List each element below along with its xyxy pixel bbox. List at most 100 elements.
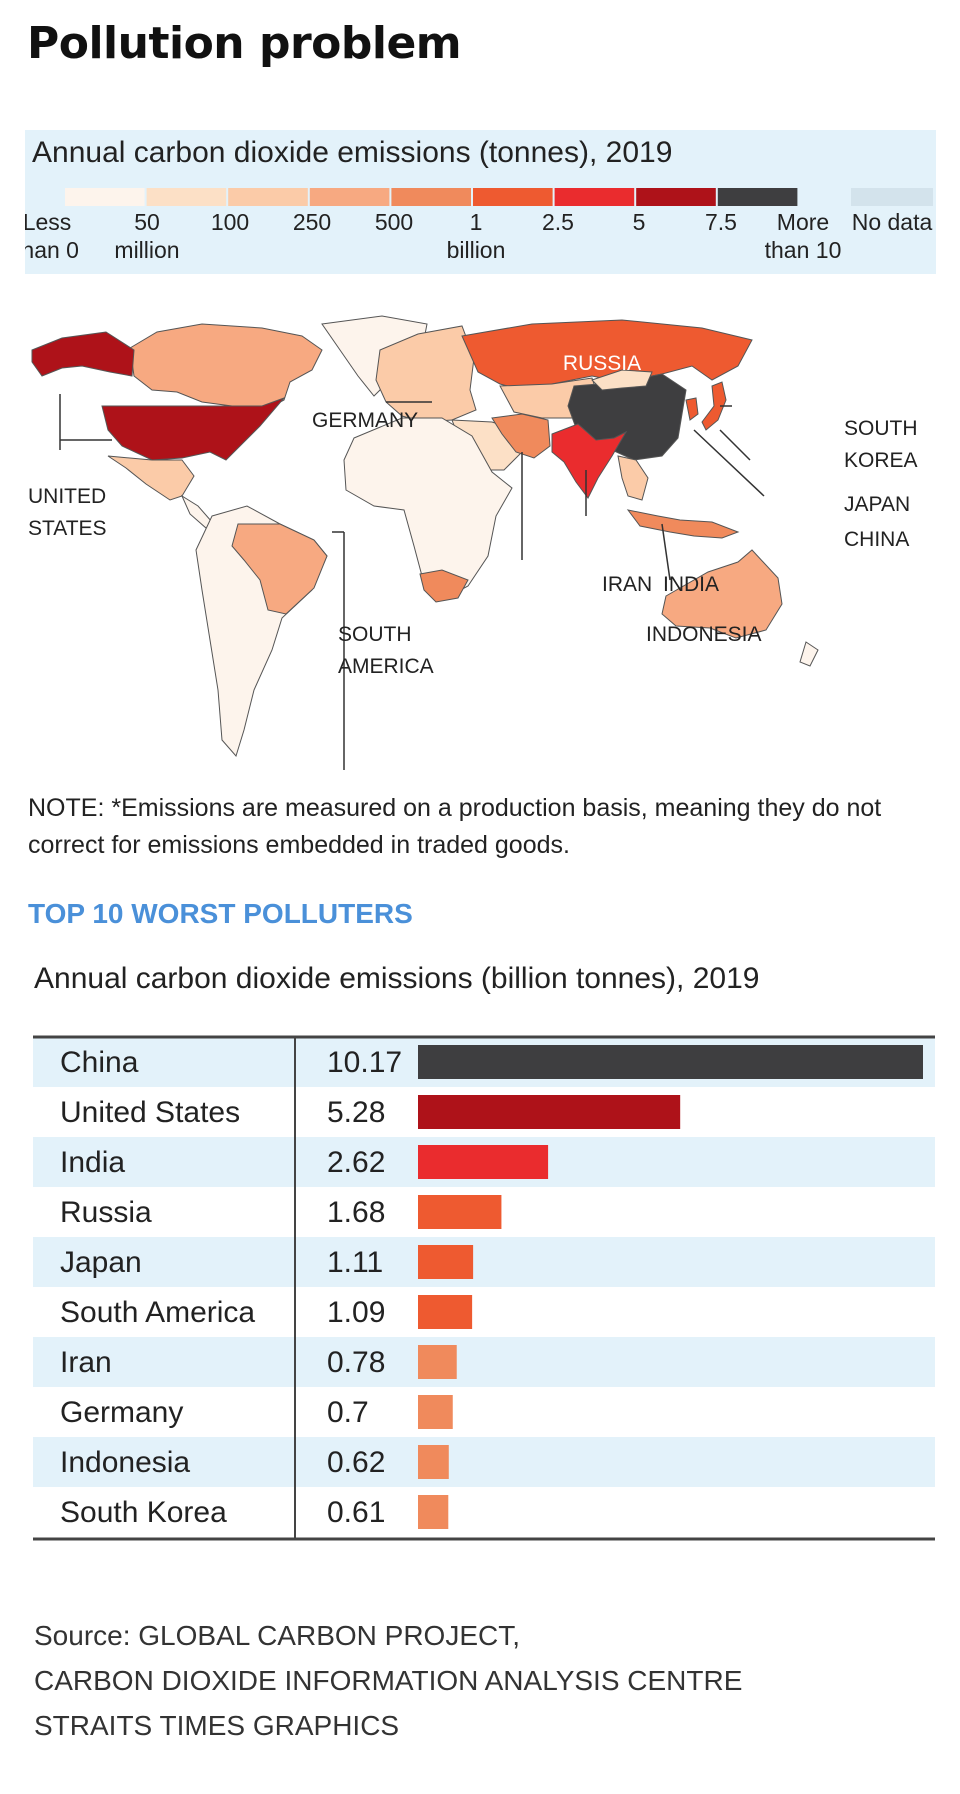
label-japan: JAPAN xyxy=(844,493,910,516)
bar xyxy=(418,1395,453,1429)
legend-swatch xyxy=(228,188,308,206)
map-note: NOTE: *Emissions are measured on a produ… xyxy=(28,794,882,859)
bar xyxy=(418,1345,457,1379)
source-line: STRAITS TIMES GRAPHICS xyxy=(34,1710,400,1741)
legend-label: 5 xyxy=(633,209,646,235)
source-line: Source: GLOBAL CARBON PROJECT, xyxy=(34,1620,520,1651)
legend-label: billion xyxy=(447,237,506,263)
bar-category-label: Russia xyxy=(60,1196,152,1229)
legend-swatch xyxy=(717,188,798,206)
south-korea-shape xyxy=(685,397,699,421)
bar-value-label: 0.61 xyxy=(327,1496,385,1529)
table-row-stripe xyxy=(33,1337,935,1387)
bar-category-label: South Korea xyxy=(60,1496,227,1529)
legend-label: Less xyxy=(25,209,71,235)
bar-value-label: 10.17 xyxy=(327,1046,402,1079)
label-india: INDIA xyxy=(663,573,719,596)
page-title: Pollution problem xyxy=(27,18,462,69)
legend-label: than 0 xyxy=(25,237,79,263)
australia-shape xyxy=(661,549,783,639)
label-south-america-line1: SOUTH xyxy=(338,623,412,646)
table-row-stripe xyxy=(33,1237,935,1287)
bar-value-label: 1.11 xyxy=(327,1246,383,1279)
label-united-states-line1: UNITED xyxy=(28,485,106,508)
label-russia: RUSSIA xyxy=(563,352,641,375)
label-south-america-line2: AMERICA xyxy=(338,655,434,678)
legend-swatch xyxy=(65,188,145,206)
bar xyxy=(418,1445,449,1479)
legend-label: 500 xyxy=(375,209,413,235)
bar-category-label: Germany xyxy=(60,1396,183,1429)
label-china: CHINA xyxy=(844,528,909,551)
top-polluters-bar-chart: China 10.17 United States 5.28 India 2.62 Russ… xyxy=(33,1035,935,1541)
table-row-stripe xyxy=(33,1437,935,1487)
legend-label: 7.5 xyxy=(705,209,737,235)
label-germany: GERMANY xyxy=(312,409,418,432)
legend-label: than 10 xyxy=(765,237,842,263)
mongolia-shape xyxy=(591,369,653,391)
alaska-shape xyxy=(31,331,135,377)
world-emissions-map: RUSSIA GERMANY UNITED STATES SOUTH KOREA… xyxy=(28,315,918,770)
bar-value-label: 5.28 xyxy=(327,1096,385,1129)
europe-shape xyxy=(375,325,477,423)
section-heading: TOP 10 WORST POLLUTERS xyxy=(28,898,413,929)
label-indonesia: INDONESIA xyxy=(646,623,762,646)
indonesia-shape xyxy=(626,509,740,539)
legend-label: 250 xyxy=(293,209,331,235)
legend-swatch xyxy=(554,188,635,206)
bar-value-label: 1.09 xyxy=(327,1296,385,1329)
source-line: CARBON DIOXIDE INFORMATION ANALYSIS CENT… xyxy=(34,1665,743,1696)
bar xyxy=(418,1245,474,1279)
united-states-shape xyxy=(101,396,286,461)
brazil-shape xyxy=(231,523,328,615)
africa-shape xyxy=(343,417,513,601)
bar-value-label: 0.7 xyxy=(327,1396,369,1429)
label-south-korea-line2: KOREA xyxy=(844,449,918,472)
legend-swatch-no-data xyxy=(851,188,933,206)
legend-label: 50 xyxy=(134,209,160,235)
southeast-asia-shape xyxy=(617,455,649,501)
bar-category-label: China xyxy=(60,1046,139,1079)
japan-shape xyxy=(701,381,727,431)
legend-label: 100 xyxy=(211,209,249,235)
india-shape xyxy=(551,423,628,499)
label-south-korea-line1: SOUTH xyxy=(844,417,918,440)
bar xyxy=(418,1045,923,1079)
legend-label: 1 xyxy=(470,209,483,235)
label-iran: IRAN xyxy=(602,573,652,596)
label-united-states-line2: STATES xyxy=(28,517,107,540)
legend-swatch xyxy=(636,188,716,206)
legend-label: No data xyxy=(852,209,933,235)
source-credits: Source: GLOBAL CARBON PROJECT, CARBON DI… xyxy=(34,1613,742,1748)
bar-category-label: Indonesia xyxy=(60,1446,190,1479)
bar-value-label: 1.68 xyxy=(327,1196,385,1229)
bar-chart-title: Annual carbon dioxide emissions (billion… xyxy=(34,962,760,995)
bar-category-label: India xyxy=(60,1146,125,1179)
legend-swatch xyxy=(146,188,227,206)
south-africa-shape xyxy=(419,569,469,603)
bar xyxy=(418,1095,681,1129)
bar-category-label: United States xyxy=(60,1096,240,1129)
legend-label: million xyxy=(114,237,179,263)
bar-category-label: Japan xyxy=(60,1246,142,1279)
iran-shape xyxy=(491,413,551,459)
new-zealand-shape xyxy=(799,641,819,667)
legend-swatch xyxy=(309,188,390,206)
legend-swatch xyxy=(391,188,471,206)
bar xyxy=(418,1145,549,1179)
bar-category-label: South America xyxy=(60,1296,255,1329)
map-leader-lines xyxy=(59,394,765,770)
bar-value-label: 2.62 xyxy=(327,1146,385,1179)
mexico-shape xyxy=(107,455,195,501)
legend-label: 2.5 xyxy=(542,209,574,235)
bar xyxy=(418,1295,473,1329)
canada-shape xyxy=(129,323,323,413)
legend-swatch xyxy=(473,188,553,206)
bar-value-label: 0.62 xyxy=(327,1446,385,1479)
bar xyxy=(418,1195,502,1229)
legend-title: Annual carbon dioxide emissions (tonnes)… xyxy=(32,136,673,169)
bar-value-label: 0.78 xyxy=(327,1346,385,1379)
bar xyxy=(418,1495,449,1529)
legend-label: More xyxy=(777,209,829,235)
